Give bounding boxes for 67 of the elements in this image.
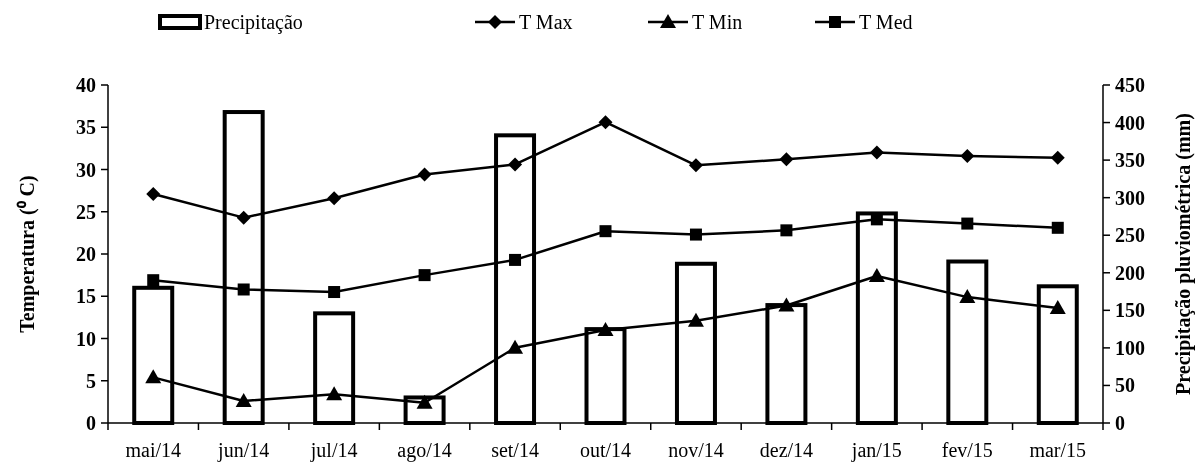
y2-tick-label: 400 <box>1115 111 1145 134</box>
point <box>507 339 524 354</box>
y2-tick-label: 150 <box>1115 299 1145 322</box>
point <box>779 152 794 167</box>
legend-label: T Med <box>859 11 913 33</box>
y-tick-label: 5 <box>86 369 96 392</box>
y-tick-label: 40 <box>76 74 96 96</box>
y-tick-label: 0 <box>86 412 96 434</box>
x-tick-label: jul/14 <box>309 439 358 462</box>
x-tick-label: jan/15 <box>850 439 902 462</box>
point <box>418 269 431 282</box>
point <box>146 187 161 202</box>
point <box>687 312 704 327</box>
y-axis-title: Temperatura (⁰ C) <box>16 175 39 333</box>
legend-label: T Min <box>692 11 743 33</box>
x-tick-label: out/14 <box>579 439 632 461</box>
y-tick-label: 10 <box>76 327 96 350</box>
y-tick-label: 30 <box>76 158 96 181</box>
point <box>868 267 885 282</box>
point <box>417 167 432 182</box>
y2-tick-label: 100 <box>1115 336 1145 359</box>
point <box>689 228 702 241</box>
point <box>869 145 884 160</box>
x-tick-label: jun/14 <box>217 439 270 462</box>
legend-label: T Max <box>519 11 573 33</box>
point <box>236 210 251 225</box>
y2-tick-label: 200 <box>1115 261 1145 284</box>
point <box>960 148 975 163</box>
point <box>597 322 614 337</box>
x-tick-label: fev/15 <box>941 439 993 461</box>
y2-tick-label: 300 <box>1115 186 1145 209</box>
point <box>688 158 703 173</box>
y2-axis-title: Precipitação pluviométrica (mm) <box>1172 113 1195 395</box>
x-tick-label: set/14 <box>491 439 539 461</box>
point <box>327 191 342 206</box>
point <box>147 274 160 287</box>
x-tick-label: mai/14 <box>125 439 181 461</box>
point <box>145 369 162 384</box>
y2-tick-label: 250 <box>1115 224 1145 247</box>
point <box>237 283 250 296</box>
y-tick-label: 35 <box>76 116 96 139</box>
x-tick-label: dez/14 <box>759 439 814 461</box>
y2-tick-label: 350 <box>1115 149 1145 172</box>
legend-label: Precipitação <box>204 11 303 34</box>
y2-tick-label: 450 <box>1115 74 1145 96</box>
point <box>959 289 976 304</box>
point <box>1049 300 1066 315</box>
point <box>326 386 343 401</box>
point <box>1051 221 1064 234</box>
point <box>780 224 793 237</box>
y2-tick-label: 0 <box>1115 412 1125 434</box>
y-tick-label: 25 <box>76 200 96 223</box>
x-tick-label: mar/15 <box>1029 439 1087 461</box>
point <box>961 217 974 230</box>
y-tick-label: 15 <box>76 285 96 308</box>
x-tick-label: nov/14 <box>668 439 724 461</box>
point <box>235 393 252 408</box>
point <box>778 297 795 312</box>
y-tick-label: 20 <box>76 243 96 265</box>
x-tick-label: ago/14 <box>397 439 452 462</box>
point <box>599 225 612 238</box>
point <box>508 157 523 172</box>
y2-tick-label: 50 <box>1115 374 1135 397</box>
point <box>598 115 613 130</box>
point <box>328 286 341 299</box>
point <box>509 253 522 266</box>
point <box>1050 150 1065 165</box>
